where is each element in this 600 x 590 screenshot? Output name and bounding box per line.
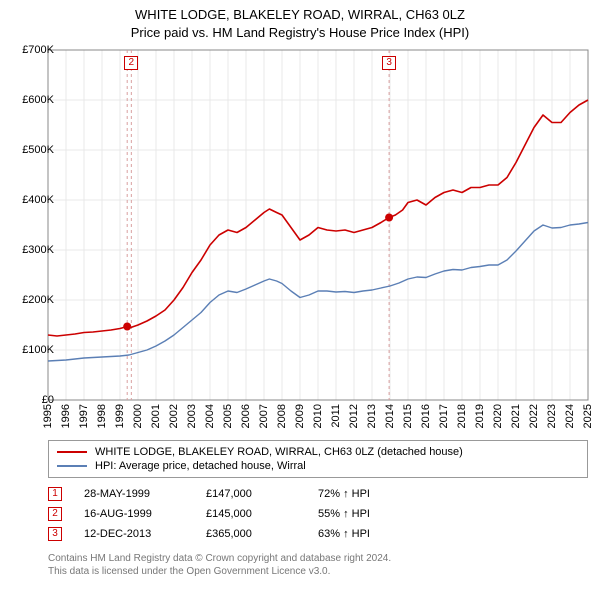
event-marker-on-chart: 3 — [382, 56, 396, 70]
events-table: 1 28-MAY-1999 £147,000 72% ↑ HPI 2 16-AU… — [48, 484, 588, 544]
y-axis-tick-label: £200K — [22, 294, 54, 306]
event-marker-on-chart: 2 — [124, 56, 138, 70]
x-axis-tick-label: 2017 — [438, 404, 450, 428]
chart-title-block: WHITE LODGE, BLAKELEY ROAD, WIRRAL, CH63… — [0, 0, 600, 41]
event-price: £147,000 — [206, 488, 296, 500]
chart-subtitle: Price paid vs. HM Land Registry's House … — [0, 24, 600, 42]
x-axis-tick-label: 2025 — [582, 404, 594, 428]
event-marker-icon: 1 — [48, 487, 62, 501]
x-axis-tick-label: 2000 — [132, 404, 144, 428]
event-price: £145,000 — [206, 508, 296, 520]
y-axis-tick-label: £100K — [22, 344, 54, 356]
x-axis-tick-label: 2001 — [150, 404, 162, 428]
event-row: 2 16-AUG-1999 £145,000 55% ↑ HPI — [48, 504, 588, 524]
x-axis-tick-label: 2009 — [294, 404, 306, 428]
event-date: 12-DEC-2013 — [84, 528, 184, 540]
legend-swatch — [57, 465, 87, 467]
event-marker-icon: 2 — [48, 507, 62, 521]
x-axis-tick-label: 2010 — [312, 404, 324, 428]
x-axis-tick-label: 2018 — [456, 404, 468, 428]
x-axis-tick-label: 2013 — [366, 404, 378, 428]
x-axis-tick-label: 2004 — [204, 404, 216, 428]
footer-line: Contains HM Land Registry data © Crown c… — [48, 552, 588, 565]
x-axis-tick-label: 1997 — [78, 404, 90, 428]
x-axis-tick-label: 1996 — [60, 404, 72, 428]
x-axis-tick-label: 2020 — [492, 404, 504, 428]
x-axis-tick-label: 2021 — [510, 404, 522, 428]
legend: WHITE LODGE, BLAKELEY ROAD, WIRRAL, CH63… — [48, 440, 588, 478]
event-price: £365,000 — [206, 528, 296, 540]
legend-item: WHITE LODGE, BLAKELEY ROAD, WIRRAL, CH63… — [57, 445, 579, 459]
x-axis-tick-label: 2011 — [330, 404, 342, 428]
legend-label: WHITE LODGE, BLAKELEY ROAD, WIRRAL, CH63… — [95, 446, 463, 458]
x-axis-tick-label: 2014 — [384, 404, 396, 428]
x-axis-tick-label: 2002 — [168, 404, 180, 428]
x-axis-tick-label: 1998 — [96, 404, 108, 428]
x-axis-tick-label: 2003 — [186, 404, 198, 428]
chart-area — [48, 50, 588, 400]
x-axis-tick-label: 2019 — [474, 404, 486, 428]
x-axis-tick-label: 2015 — [402, 404, 414, 428]
event-date: 16-AUG-1999 — [84, 508, 184, 520]
y-axis-tick-label: £500K — [22, 144, 54, 156]
x-axis-tick-label: 1999 — [114, 404, 126, 428]
y-axis-tick-label: £600K — [22, 94, 54, 106]
x-axis-tick-label: 2005 — [222, 404, 234, 428]
legend-item: HPI: Average price, detached house, Wirr… — [57, 459, 579, 473]
x-axis-tick-label: 2007 — [258, 404, 270, 428]
x-axis-tick-label: 2006 — [240, 404, 252, 428]
chart-title: WHITE LODGE, BLAKELEY ROAD, WIRRAL, CH63… — [0, 6, 600, 24]
legend-label: HPI: Average price, detached house, Wirr… — [95, 460, 306, 472]
x-axis-tick-label: 2023 — [546, 404, 558, 428]
chart-svg — [48, 50, 588, 400]
y-axis-tick-label: £400K — [22, 194, 54, 206]
x-axis-tick-label: 2024 — [564, 404, 576, 428]
x-axis-tick-label: 2016 — [420, 404, 432, 428]
event-pct: 63% ↑ HPI — [318, 528, 438, 540]
x-axis-tick-label: 2012 — [348, 404, 360, 428]
event-pct: 72% ↑ HPI — [318, 488, 438, 500]
y-axis-tick-label: £700K — [22, 44, 54, 56]
event-row: 3 12-DEC-2013 £365,000 63% ↑ HPI — [48, 524, 588, 544]
event-date: 28-MAY-1999 — [84, 488, 184, 500]
event-pct: 55% ↑ HPI — [318, 508, 438, 520]
legend-swatch — [57, 451, 87, 453]
event-marker-icon: 3 — [48, 527, 62, 541]
footer-line: This data is licensed under the Open Gov… — [48, 565, 588, 578]
footer-attribution: Contains HM Land Registry data © Crown c… — [48, 552, 588, 578]
x-axis-tick-label: 2022 — [528, 404, 540, 428]
x-axis-tick-label: 1995 — [42, 404, 54, 428]
y-axis-tick-label: £300K — [22, 244, 54, 256]
event-row: 1 28-MAY-1999 £147,000 72% ↑ HPI — [48, 484, 588, 504]
x-axis-tick-label: 2008 — [276, 404, 288, 428]
